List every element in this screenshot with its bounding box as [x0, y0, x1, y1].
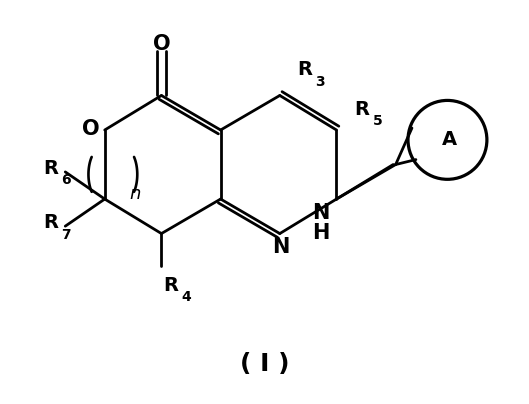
Text: O: O [153, 34, 170, 54]
Text: R: R [297, 60, 312, 79]
Text: R: R [43, 159, 58, 178]
Text: N: N [272, 238, 289, 257]
Text: H: H [312, 223, 330, 242]
Text: 7: 7 [61, 227, 71, 242]
Text: N: N [312, 203, 330, 223]
Text: 3: 3 [315, 75, 325, 88]
Text: n: n [130, 185, 141, 203]
Text: 4: 4 [181, 290, 191, 304]
Text: 6: 6 [61, 173, 71, 187]
Text: R: R [43, 213, 58, 232]
Text: O: O [82, 119, 100, 139]
Text: R: R [163, 276, 178, 295]
Text: 5: 5 [373, 114, 383, 128]
Text: ( I ): ( I ) [240, 352, 290, 376]
Text: A: A [442, 130, 458, 149]
Text: R: R [354, 100, 370, 119]
